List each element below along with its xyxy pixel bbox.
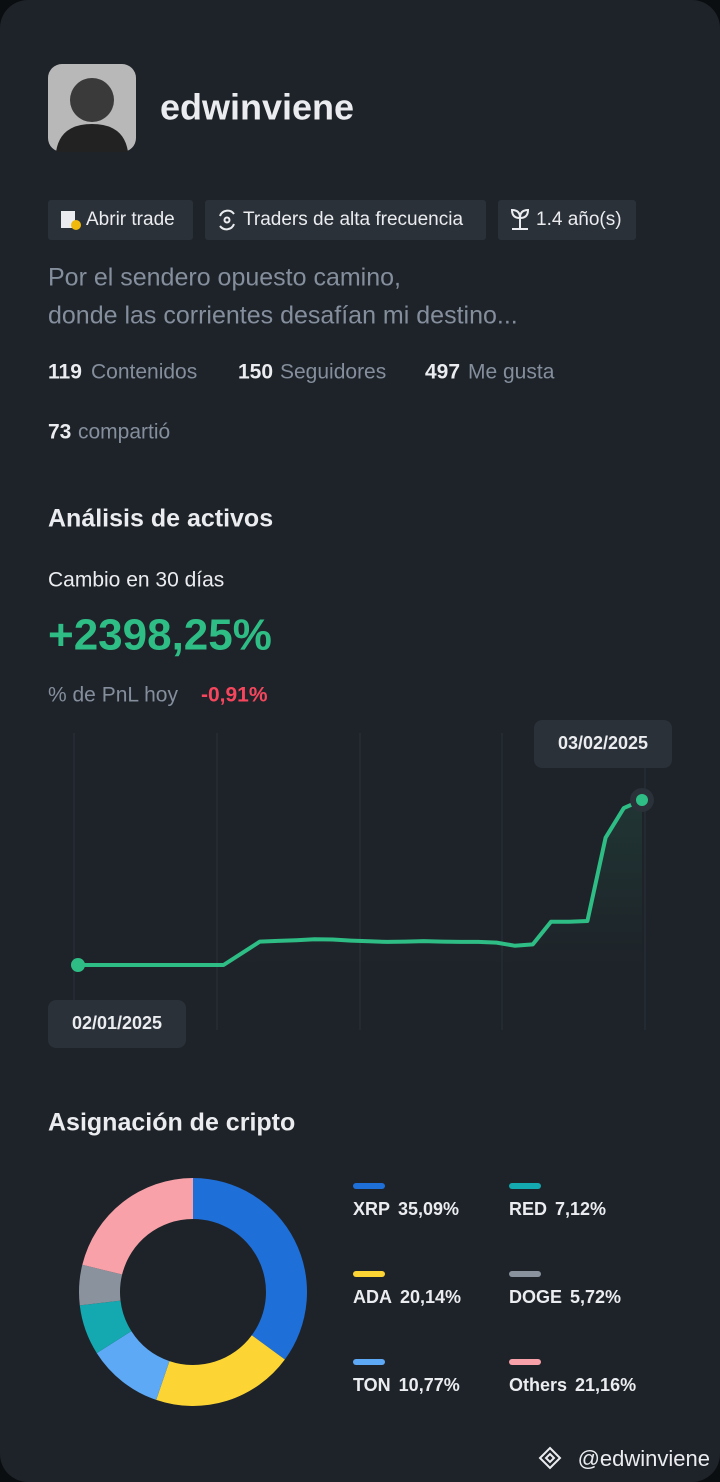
- tag: Traders de alta frecuencia: [243, 209, 463, 230]
- stat-label: Contenidos: [91, 361, 197, 384]
- bio: donde las corrientes desafían mi destino…: [48, 302, 518, 330]
- section-title: Asignación de cripto: [48, 1109, 295, 1137]
- legend-value: 35,09%: [398, 1199, 459, 1219]
- change-value: +2398,25%: [48, 611, 272, 660]
- pnl-value: -0,91%: [201, 684, 268, 707]
- legend-value: 20,14%: [400, 1287, 461, 1307]
- donut-slice: [96, 1331, 170, 1400]
- stat-value: 150: [238, 361, 273, 384]
- stat-value: 497: [425, 361, 460, 384]
- tag-icon: [61, 211, 81, 230]
- start-date: 02/01/2025: [72, 1013, 162, 1033]
- legend-label: Others: [509, 1375, 567, 1395]
- legend-label: TON: [353, 1375, 391, 1395]
- donut-slice: [156, 1335, 285, 1406]
- legend-swatch: [509, 1183, 541, 1189]
- legend-swatch: [353, 1359, 385, 1365]
- legend-swatch: [353, 1271, 385, 1277]
- donut-slice: [79, 1300, 132, 1354]
- date-bubble: [48, 1000, 186, 1048]
- tag-bg[interactable]: [205, 200, 486, 240]
- stat-label: Seguidores: [280, 361, 386, 384]
- watermark: @edwinviene: [578, 1446, 710, 1471]
- username: edwinviene: [160, 87, 354, 128]
- watermark-logo: [538, 1446, 562, 1470]
- donut-slice: [82, 1178, 193, 1275]
- tag-bg[interactable]: [48, 200, 193, 240]
- donut-chart: XRP 35,09% ADA 20,14% TON 10,77% RED 7,12% DOGE 5…: [79, 1178, 636, 1406]
- legend-label: RED: [509, 1199, 547, 1219]
- change-label: Cambio en 30 días: [48, 569, 224, 592]
- line-chart: [71, 788, 654, 972]
- tag-icon: [219, 209, 235, 231]
- end-date: 03/02/2025: [558, 733, 648, 753]
- stat-value: 73: [48, 421, 71, 444]
- stat-value: 119: [48, 361, 82, 384]
- legend-swatch: [353, 1183, 385, 1189]
- legend-value: 21,16%: [575, 1375, 636, 1395]
- legend-label: XRP: [353, 1199, 390, 1219]
- bio: Por el sendero opuesto camino,: [48, 264, 401, 292]
- legend-value: 10,77%: [399, 1375, 460, 1395]
- legend-value: 5,72%: [570, 1287, 621, 1307]
- legend-value: 7,12%: [555, 1199, 606, 1219]
- legend-label: ADA: [353, 1287, 392, 1307]
- line-area: [78, 800, 642, 965]
- donut-slice: [193, 1178, 308, 1360]
- end-point: [636, 794, 648, 806]
- section-title: Análisis de activos: [48, 505, 273, 533]
- legend-swatch: [509, 1271, 541, 1277]
- legend-swatch: [509, 1359, 541, 1365]
- tag: 1.4 año(s): [536, 209, 622, 230]
- tag-icon: [510, 208, 530, 230]
- start-point: [71, 958, 85, 972]
- stat-label: Me gusta: [468, 361, 555, 384]
- tag: Abrir trade: [86, 209, 175, 230]
- stat-label: compartió: [78, 421, 170, 444]
- avatar[interactable]: [48, 64, 136, 152]
- chart-dividers: [73, 733, 646, 1030]
- pnl-label: % de PnL hoy: [48, 684, 178, 707]
- legend-label: DOGE: [509, 1287, 562, 1307]
- line: [78, 798, 643, 967]
- date-bubble: [534, 720, 672, 768]
- donut-slice: [79, 1264, 123, 1306]
- tag-bg[interactable]: [498, 200, 636, 240]
